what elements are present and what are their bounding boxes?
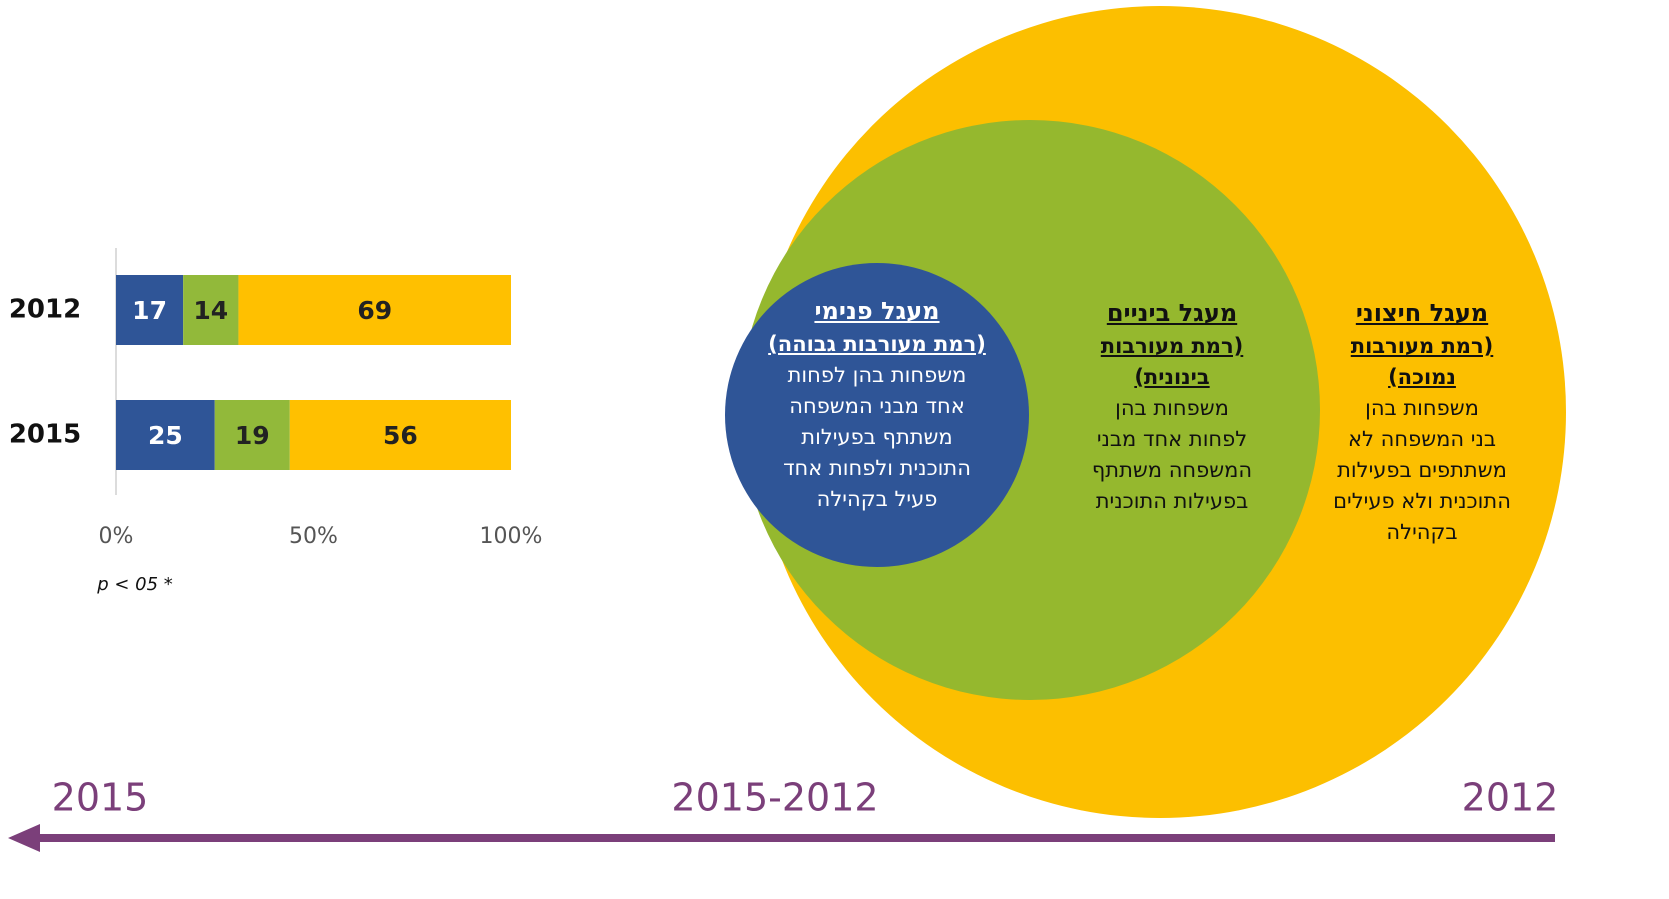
circle-subtitle: (רמת מעורבות — [1350, 334, 1494, 358]
timeline-label: 2015-2012 — [671, 776, 878, 820]
circle-description: משתתפים בפעילות — [1337, 458, 1507, 482]
circle-title: מעגל ביניים — [1106, 299, 1238, 327]
circle-subtitle: (רמת מעורבות — [1100, 334, 1244, 358]
data-label: 19 — [235, 421, 270, 450]
note: p < 05 * — [96, 574, 173, 595]
x-tick-label: 50% — [289, 524, 338, 549]
timeline-label: 2012 — [1462, 776, 1559, 820]
bar-segment — [116, 400, 215, 470]
bar-segment — [214, 400, 290, 470]
x-tick-label: 0% — [99, 524, 134, 549]
circle-description: פעיל בקהילה — [816, 487, 938, 511]
circle-description: לפחות אחד מבני — [1096, 427, 1248, 451]
circle-description: משפחות בהן לפחות — [787, 363, 967, 387]
inner-circle-text: מעגל פנימי (רמת מעורבות גבוהה) משפחות בהן … — [768, 293, 986, 515]
circle-description: בפעילות התוכנית — [1095, 489, 1249, 513]
bar-segment — [183, 275, 239, 345]
circle-description: בני המשפחה לא — [1348, 427, 1496, 451]
timeline-label: 2015 — [52, 776, 149, 820]
circle-title: מעגל חיצוני — [1355, 299, 1489, 327]
arrow-head — [8, 824, 40, 852]
circle-description: התוכנית ולפחות אחד — [783, 456, 971, 480]
circle-description: אחד מבני המשפחה — [789, 394, 965, 418]
circle-subtitle: נמוכה) — [1388, 365, 1456, 389]
category-label: 2012 — [9, 295, 81, 325]
bar-segment — [238, 275, 511, 345]
middle-circle-text: מעגל ביניים (רמת מעורבות בינונית) משפחות בה… — [1092, 295, 1252, 517]
circle-subtitle: בינונית) — [1134, 365, 1210, 389]
data-label: 14 — [193, 296, 228, 325]
circle-description: בקהילה — [1386, 520, 1458, 544]
circle-subtitle: (רמת מעורבות גבוהה) — [768, 332, 986, 356]
circle-description: המשפחה משתתף — [1091, 458, 1253, 482]
circle-description: התוכנית ולא פעילים — [1333, 489, 1511, 513]
circle-description: משפחות בהן — [1115, 396, 1229, 420]
circle-title: מעגל פנימי — [814, 297, 940, 325]
data-label: 69 — [357, 296, 392, 325]
circle-description: משתתף בפעילות — [801, 425, 953, 449]
bar-segment — [289, 400, 511, 470]
data-label: 17 — [132, 296, 167, 325]
x-tick-label: 100% — [480, 524, 543, 549]
data-label: 25 — [148, 421, 183, 450]
inner-circle — [725, 263, 1029, 567]
data-label: 56 — [383, 421, 418, 450]
circle-description: משפחות בהן — [1365, 396, 1479, 420]
outer-circle-text: מעגל חיצוני (רמת מעורבות נמוכה) משפחות בהן ב… — [1333, 295, 1511, 548]
bar-segment — [116, 275, 184, 345]
category-label: 2015 — [9, 420, 81, 450]
